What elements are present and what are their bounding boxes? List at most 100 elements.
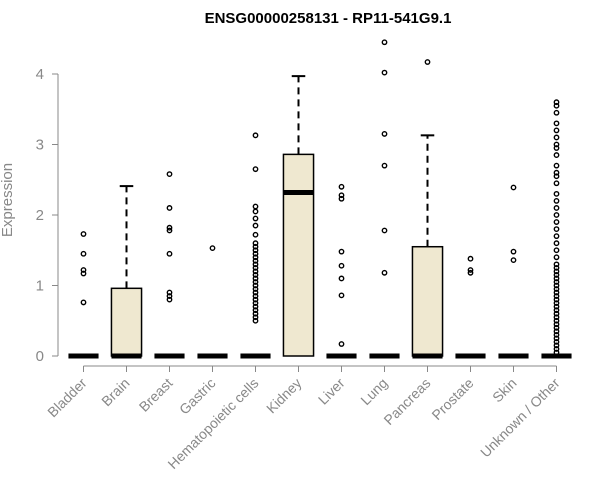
outlier-point (381, 227, 388, 234)
outlier-point (338, 183, 345, 190)
x-tick-label: Unknown / Other (477, 375, 563, 461)
outlier-point (252, 282, 259, 289)
outlier-point (467, 267, 474, 273)
outlier-point (252, 215, 259, 222)
box-group (498, 184, 529, 359)
outlier-point (338, 195, 345, 202)
outlier-point (166, 293, 173, 299)
box-group (369, 39, 400, 359)
outlier-point (553, 162, 560, 169)
outlier-point (166, 205, 173, 211)
outlier-point (553, 328, 560, 335)
outlier-point (381, 39, 388, 46)
outlier-point (381, 131, 388, 137)
outlier-point (553, 102, 560, 109)
outlier-point (338, 248, 345, 255)
outlier-point (252, 293, 259, 299)
outlier-point (553, 190, 560, 197)
outlier-point (209, 245, 216, 252)
outlier-point (252, 264, 259, 271)
outlier-point (381, 162, 388, 169)
outlier-point (252, 240, 259, 247)
outlier-point (381, 269, 388, 276)
y-tick-label: 2 (36, 207, 44, 224)
box-group (326, 183, 357, 359)
x-tick-label: Gastric (176, 375, 219, 418)
outlier-point (338, 292, 345, 299)
outlier-point (252, 261, 259, 268)
outlier-point (553, 338, 560, 345)
outlier-point (553, 279, 560, 285)
outlier-point (252, 317, 259, 324)
x-tick-label: Brain (98, 375, 132, 409)
outlier-point (553, 317, 560, 324)
outlier-point (252, 303, 259, 310)
outlier-point (252, 268, 259, 275)
outlier-point (553, 286, 560, 292)
outlier-point (252, 132, 259, 139)
outlier-point (80, 299, 87, 306)
outlier-point (553, 321, 560, 328)
outlier-point (252, 247, 259, 254)
outlier-point (553, 152, 560, 158)
outlier-point (553, 261, 560, 268)
outlier-point (252, 314, 259, 321)
outlier-point (553, 282, 560, 289)
outlier-point (553, 226, 560, 233)
chart-title: ENSG00000258131 - RP11-541G9.1 (205, 10, 452, 27)
outlier-point (553, 307, 560, 314)
outlier-point (510, 184, 517, 191)
outlier-point (252, 222, 259, 229)
outlier-point (553, 349, 560, 356)
outlier-point (553, 346, 560, 352)
outlier-point (553, 233, 560, 240)
outlier-point (553, 120, 560, 127)
outlier-point (252, 296, 259, 303)
box-group (240, 132, 271, 359)
outlier-point (553, 300, 560, 307)
x-tick-label: Skin (489, 375, 520, 406)
outlier-point (338, 341, 345, 347)
box-group (282, 75, 315, 357)
outlier-point (553, 289, 560, 296)
x-tick-label: Liver (315, 375, 348, 408)
outlier-point (553, 212, 560, 218)
box-group (455, 255, 486, 359)
outlier-point (553, 197, 560, 204)
outlier-point (252, 300, 259, 307)
outlier-point (553, 296, 560, 303)
y-tick-label: 0 (36, 348, 44, 365)
outlier-point (80, 270, 87, 277)
box-group (68, 231, 99, 359)
outlier-point (553, 254, 560, 261)
outlier-point (80, 231, 87, 237)
outlier-point (553, 169, 560, 176)
outlier-point (252, 307, 259, 314)
outlier-point (166, 171, 173, 178)
y-tick-label: 4 (36, 66, 44, 83)
outlier-point (553, 275, 560, 282)
box-rect (411, 245, 444, 357)
outlier-point (424, 59, 431, 65)
outlier-point (553, 145, 560, 151)
outlier-point (252, 310, 259, 317)
outlier-point (166, 227, 173, 234)
outlier-point (553, 293, 560, 299)
outlier-point (553, 264, 560, 271)
outlier-point (553, 180, 560, 187)
outlier-point (553, 268, 560, 275)
box-group (154, 171, 185, 359)
outlier-point (166, 224, 173, 231)
outlier-point (252, 166, 259, 173)
x-tick-label: Pancreas (380, 375, 433, 428)
outlier-point (252, 279, 259, 285)
outlier-point (467, 255, 474, 262)
y-tick-label: 1 (36, 278, 44, 295)
outlier-point (467, 269, 474, 276)
outlier-point (553, 219, 560, 225)
outlier-point (553, 141, 560, 148)
x-tick-label: Lung (357, 375, 390, 408)
outlier-point (553, 310, 560, 317)
outlier-point (553, 134, 560, 141)
